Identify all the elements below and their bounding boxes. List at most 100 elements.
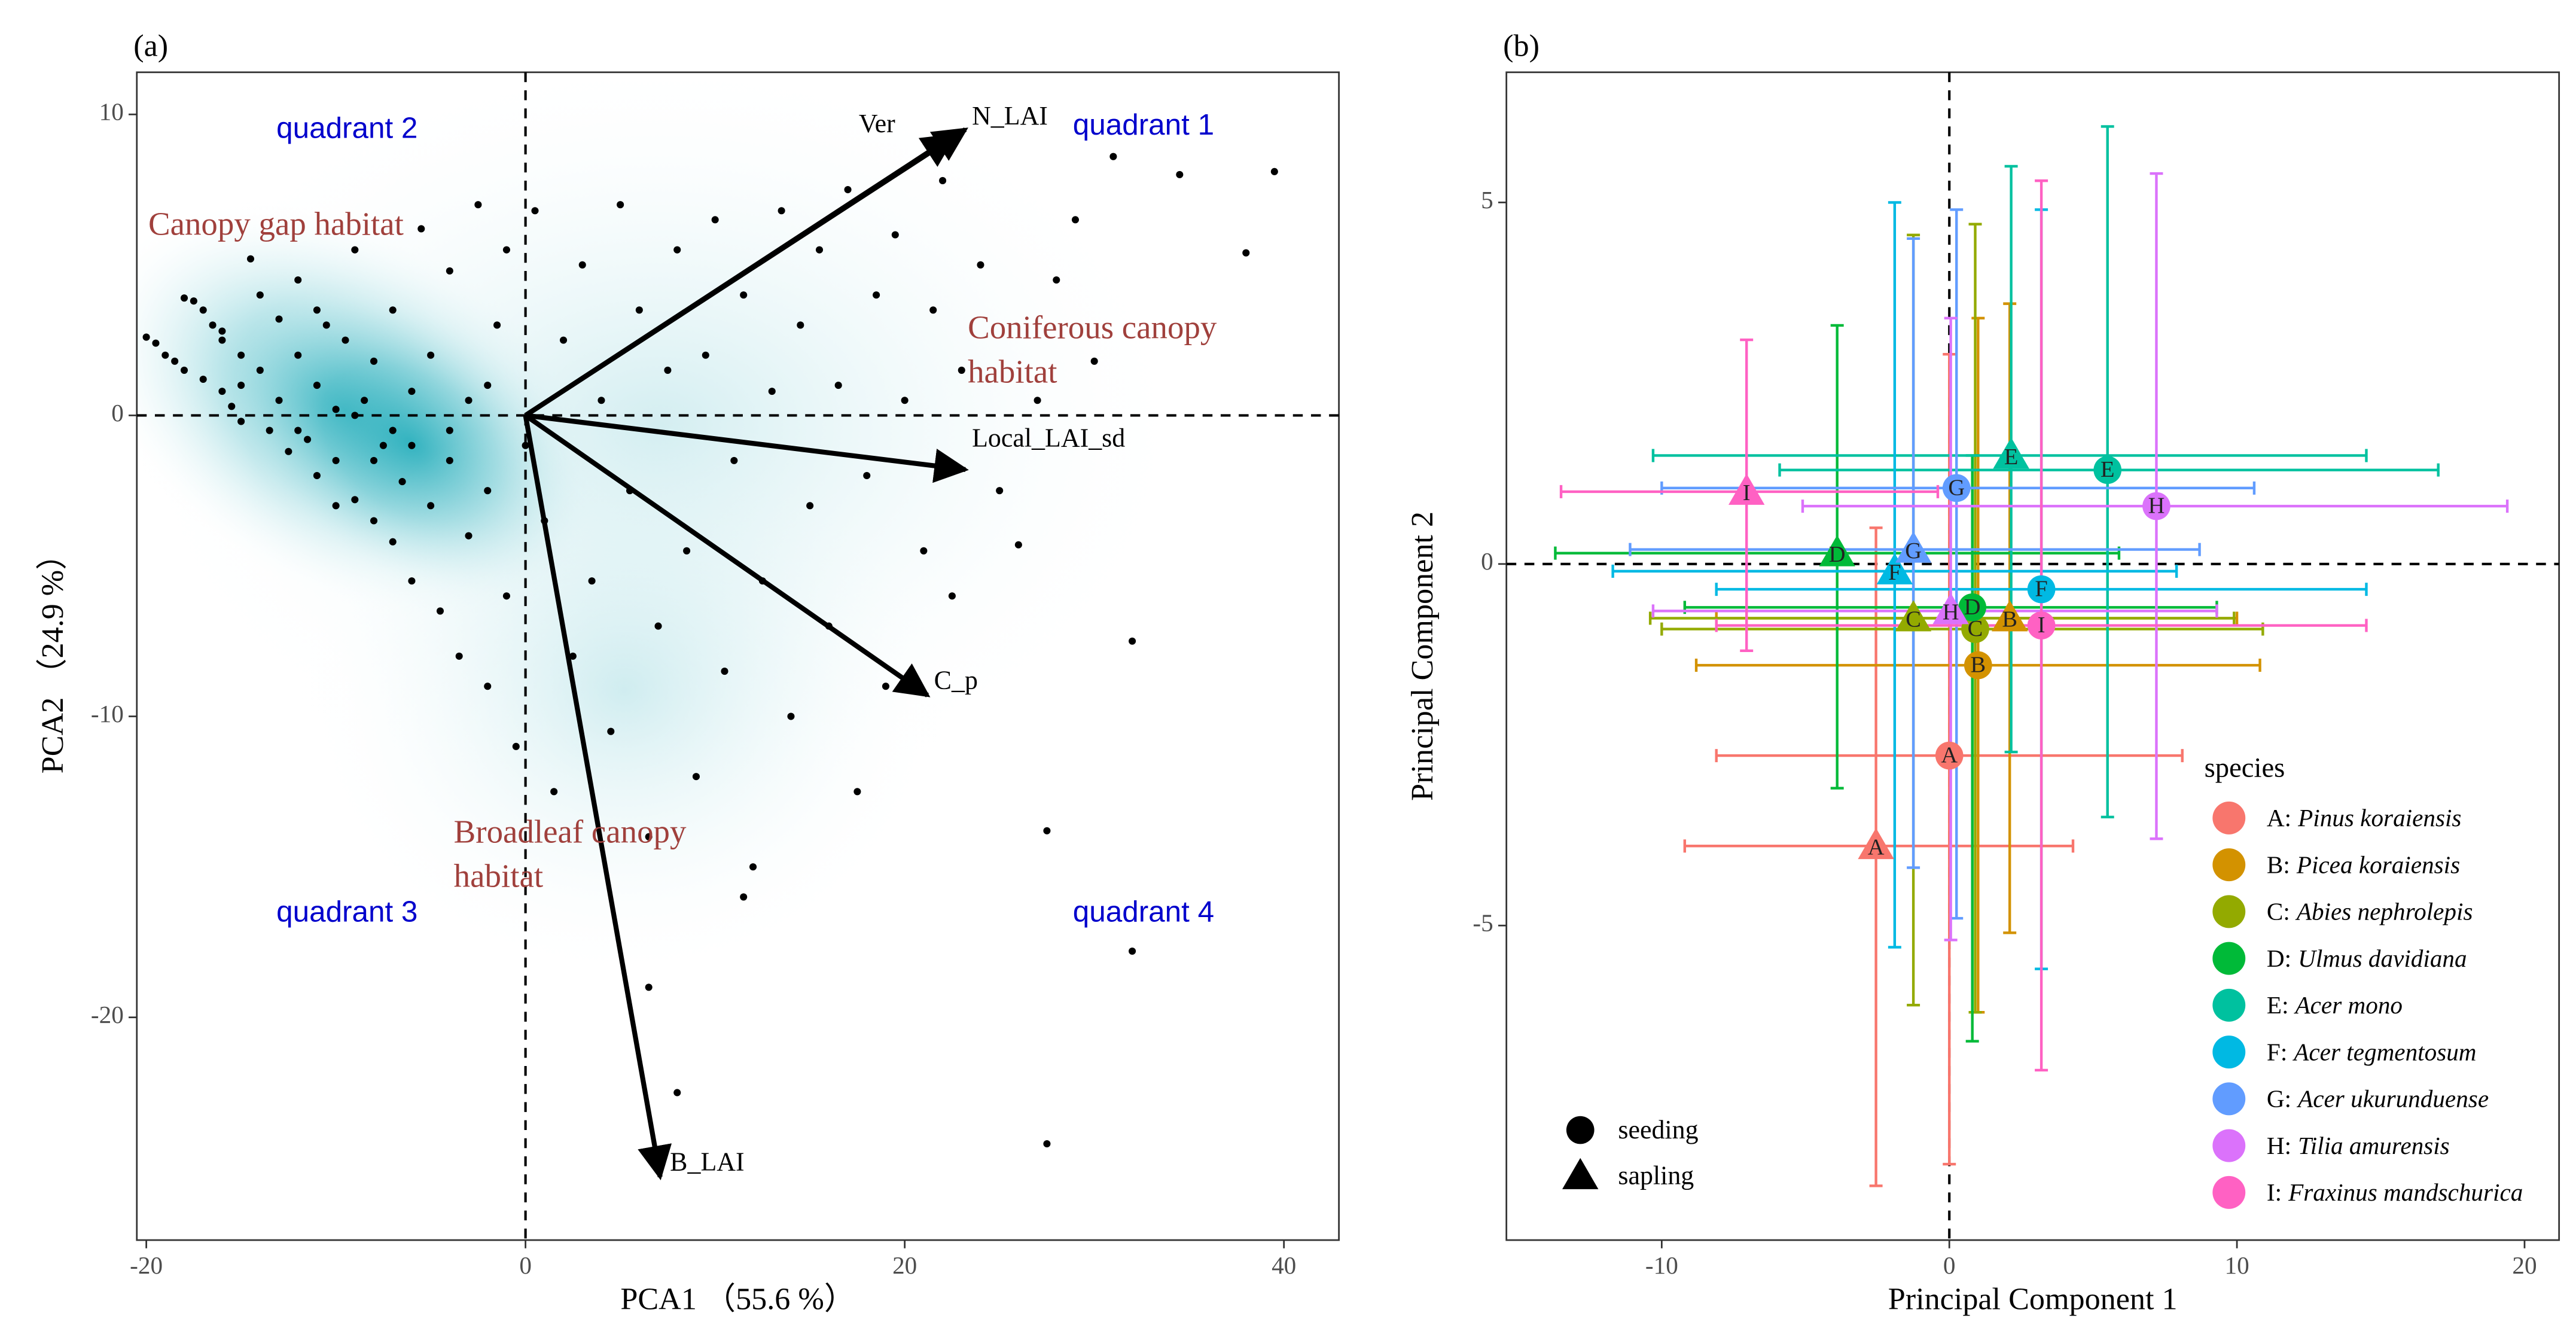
point: [313, 471, 321, 480]
y-tick-label: 5: [1481, 186, 1493, 214]
y-tick-label: -5: [1473, 909, 1493, 937]
point: [645, 983, 653, 991]
legend-key: B:: [2267, 851, 2290, 878]
error-bars: [1660, 223, 2264, 1014]
point: [1728, 473, 1765, 505]
point: [361, 397, 368, 404]
legend-swatch: [2212, 895, 2246, 928]
point: [1014, 541, 1022, 549]
point: [740, 893, 748, 901]
y-error-bar: [1950, 208, 1964, 920]
point: [1932, 593, 1969, 625]
point: [1129, 637, 1136, 645]
loading-arrow: [524, 413, 931, 698]
point: [901, 397, 909, 404]
legend-label: H: Tilia amurensis: [2267, 1132, 2450, 1159]
legend-swatch: [2212, 801, 2246, 835]
point: [142, 333, 150, 341]
point: [408, 577, 416, 585]
point: [692, 773, 700, 781]
point: [294, 427, 302, 434]
x-tick-label: 0: [1943, 1251, 1956, 1279]
point: [256, 366, 264, 374]
point: [977, 261, 984, 269]
point: [891, 231, 899, 239]
legend-label: I: Fraxinus mandschurica: [2267, 1178, 2523, 1206]
point: [683, 547, 691, 555]
point-letter: G: [1905, 538, 1922, 564]
point: [1895, 600, 1932, 632]
point: [806, 502, 814, 510]
point: [853, 788, 861, 796]
legend-swatch: [2212, 988, 2246, 1022]
point: [332, 502, 340, 510]
point: [1043, 827, 1051, 835]
point: [266, 427, 273, 434]
legend-name: Tilia amurensis: [2298, 1132, 2450, 1159]
legend-label: F: Acer tegmentosum: [2267, 1038, 2477, 1065]
point: [996, 487, 1004, 495]
y-error-bar: [1944, 316, 1958, 942]
loading-label: Ver: [859, 109, 895, 138]
quadrant-label: quadrant 4: [1073, 895, 1214, 928]
error-bars: [1554, 324, 2121, 790]
point-letter: I: [1743, 480, 1751, 505]
habitat-label: habitat: [968, 354, 1057, 390]
point-letter: A: [1941, 743, 1958, 768]
point: [285, 447, 292, 455]
point: [711, 216, 719, 224]
point: [1270, 167, 1278, 175]
point: [322, 321, 330, 329]
point: [209, 321, 217, 329]
legend-swatch: [2212, 1036, 2246, 1069]
point: [1071, 216, 1080, 224]
point: [635, 306, 643, 314]
loading-label: N_LAI: [972, 101, 1048, 130]
point: [313, 382, 321, 389]
point: [417, 225, 425, 233]
point: [1090, 357, 1098, 365]
point: [1895, 531, 1932, 563]
point: [427, 502, 435, 510]
point: [1242, 249, 1250, 257]
point: [929, 306, 937, 314]
legend-swatch: [2212, 942, 2246, 975]
quadrant-label: quadrant 1: [1073, 108, 1214, 141]
legend-key: I:: [2267, 1178, 2282, 1206]
point-letter: I: [2038, 613, 2045, 638]
legend-title: species: [2205, 753, 2285, 784]
point: [617, 201, 624, 209]
point: [502, 246, 510, 254]
point: [1942, 474, 1971, 502]
point: [2027, 575, 2056, 604]
point: [2142, 492, 2170, 520]
point: [787, 712, 795, 720]
point: [2093, 456, 2122, 484]
point: [275, 315, 283, 323]
point: [607, 727, 615, 735]
point: [559, 336, 568, 344]
legend-name: Acer mono: [2294, 991, 2403, 1019]
loading-label: C_p: [934, 665, 978, 695]
legend-swatch: [2212, 1175, 2246, 1209]
shape-legend-swatch: [1562, 1158, 1599, 1189]
point: [673, 246, 681, 254]
x-tick-label: 10: [2225, 1251, 2249, 1279]
point: [1034, 397, 1041, 404]
point: [484, 382, 492, 389]
y-axis-label: Principal Component 2: [1406, 511, 1440, 801]
point: [1964, 651, 1992, 680]
point-letter: B: [1970, 653, 1986, 678]
x-tick-label: 20: [2512, 1251, 2537, 1279]
point: [436, 607, 444, 615]
shape-legend-label: seeding: [1618, 1115, 1698, 1144]
x-tick-label: 20: [892, 1251, 917, 1279]
point: [218, 336, 226, 344]
x-axis-label: Principal Component 1: [1888, 1282, 2178, 1316]
point: [721, 668, 728, 675]
point: [597, 397, 605, 404]
density-background: [136, 72, 1199, 986]
legend-label: D: Ulmus davidiana: [2267, 945, 2467, 972]
legend-name: Fraxinus mandschurica: [2288, 1178, 2523, 1206]
